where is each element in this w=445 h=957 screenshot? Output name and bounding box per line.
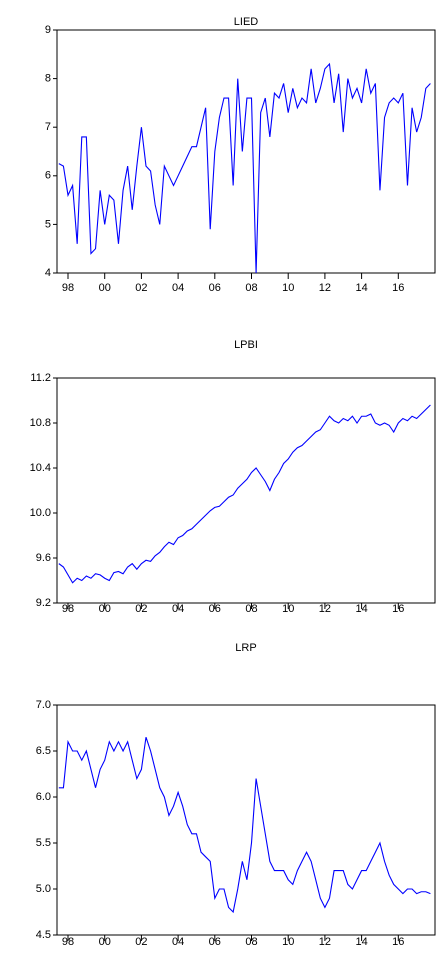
y-tick-label: 5.5 — [36, 837, 51, 849]
x-tick-label: 12 — [319, 603, 331, 615]
y-tick-label: 4 — [45, 267, 51, 279]
x-tick-label: 04 — [172, 282, 184, 294]
y-tick-label: 10.4 — [30, 462, 51, 474]
x-tick-label: 08 — [245, 603, 257, 615]
plot-frame — [56, 29, 436, 274]
x-tick-label: 06 — [209, 936, 221, 948]
x-tick-label: 02 — [135, 936, 147, 948]
y-tick-label: 5 — [45, 218, 51, 230]
x-tick-label: 14 — [355, 603, 367, 615]
y-tick-label: 10.8 — [30, 417, 51, 429]
x-tick-label: 98 — [62, 936, 74, 948]
x-tick-label: 98 — [62, 603, 74, 615]
x-tick-label: 14 — [355, 282, 367, 294]
y-tick-label: 7.0 — [36, 699, 51, 711]
x-tick-label: 00 — [99, 282, 111, 294]
plot-frame — [56, 377, 436, 604]
x-tick-label: 02 — [135, 282, 147, 294]
x-tick-label: 06 — [209, 603, 221, 615]
y-tick-label: 7 — [45, 121, 51, 133]
y-tick-label: 6.5 — [36, 745, 51, 757]
x-tick-label: 04 — [172, 603, 184, 615]
x-tick-label: 14 — [355, 936, 367, 948]
chart-title: LPBI — [234, 339, 258, 351]
plot-frame — [56, 704, 436, 936]
x-tick-label: 10 — [282, 282, 294, 294]
x-tick-label: 04 — [172, 936, 184, 948]
chart-title: LRP — [235, 642, 256, 654]
x-tick-label: 08 — [245, 936, 257, 948]
x-tick-label: 10 — [282, 936, 294, 948]
data-line — [58, 737, 431, 914]
y-tick-label: 9.6 — [36, 552, 51, 564]
x-tick-label: 10 — [282, 603, 294, 615]
y-tick-label: 9.2 — [36, 597, 51, 609]
x-tick-label: 00 — [99, 936, 111, 948]
data-line — [58, 404, 431, 584]
y-tick-label: 8 — [45, 73, 51, 85]
data-line — [58, 62, 431, 274]
y-tick-label: 6.0 — [36, 791, 51, 803]
chart-title: LIED — [234, 16, 259, 28]
y-tick-label: 10.0 — [30, 507, 51, 519]
x-tick-label: 12 — [319, 282, 331, 294]
x-tick-label: 06 — [209, 282, 221, 294]
x-tick-label: 08 — [245, 282, 257, 294]
y-tick-label: 11.2 — [30, 372, 51, 384]
x-tick-label: 00 — [99, 603, 111, 615]
y-tick-label: 6 — [45, 170, 51, 182]
y-tick-label: 9 — [45, 24, 51, 36]
x-tick-label: 98 — [62, 282, 74, 294]
x-tick-label: 12 — [319, 936, 331, 948]
x-tick-label: 16 — [392, 282, 404, 294]
y-tick-label: 5.0 — [36, 883, 51, 895]
x-tick-label: 02 — [135, 603, 147, 615]
x-tick-label: 16 — [392, 603, 404, 615]
y-tick-label: 4.5 — [36, 929, 51, 941]
x-tick-label: 16 — [392, 936, 404, 948]
